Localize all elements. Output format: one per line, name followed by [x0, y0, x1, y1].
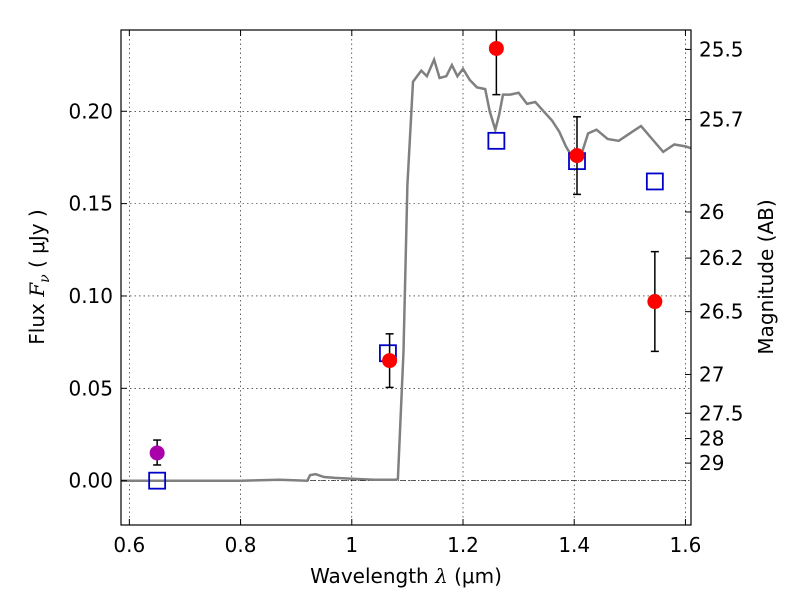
nu-subscript: ν — [37, 274, 53, 283]
detection-point — [569, 148, 585, 164]
right-tick-label: 27.5 — [699, 401, 744, 425]
lambda-symbol: λ — [434, 564, 448, 588]
x-tick-label: 1.4 — [558, 533, 590, 557]
plot-frame — [120, 29, 692, 526]
right-tick-label: 26.2 — [699, 246, 744, 270]
model-band-point — [645, 172, 664, 191]
x-tick-label: 1.2 — [447, 533, 479, 557]
y-tick-label: 0.05 — [68, 376, 113, 400]
x-axis-label: Wavelength λ (μm) — [310, 564, 502, 588]
x-tick-label: 1.6 — [670, 533, 702, 557]
x-tick-label: 0.8 — [225, 533, 257, 557]
y-axis-label: Flux Fν ( μJy ) — [25, 209, 53, 344]
detection-point — [647, 294, 663, 310]
axis-ticks — [121, 30, 691, 525]
right-tick-label: 27 — [699, 362, 724, 386]
x-tick-label: 0.6 — [113, 533, 145, 557]
model-band-point — [487, 131, 506, 150]
right-tick-label: 26.5 — [699, 300, 744, 324]
tick-labels: 0.6 0.8 1 1.2 1.4 1.6 0.00 0.05 0.10 0.15 0.20 25.5… — [68, 37, 743, 557]
y-tick-label: 0.20 — [68, 99, 113, 123]
x-tick-label: 1 — [345, 533, 358, 557]
detection-point — [382, 353, 398, 369]
right-tick-label: 25.5 — [699, 37, 744, 61]
detection-point — [488, 40, 504, 56]
model-band-point — [148, 471, 167, 490]
y-tick-label: 0.00 — [68, 469, 113, 493]
alt-detection-point — [149, 445, 165, 461]
y-tick-label: 0.10 — [68, 284, 113, 308]
right-tick-label: 26 — [699, 200, 724, 224]
y-tick-label: 0.15 — [68, 192, 113, 216]
series-layer — [121, 30, 691, 490]
right-tick-label: 25.7 — [699, 108, 744, 132]
right-tick-label: 29 — [699, 451, 724, 475]
model-spectrum-line — [121, 55, 691, 482]
flux-symbol: F — [25, 282, 49, 298]
right-tick-label: 28 — [699, 427, 724, 451]
right-axis-label: Magnitude (AB) — [754, 199, 778, 354]
